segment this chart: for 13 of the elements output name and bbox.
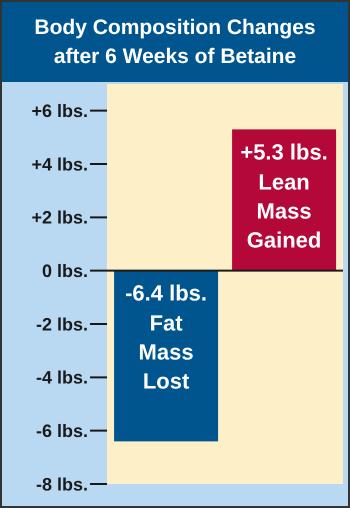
y-tick-label: -8 lbs.: [36, 474, 88, 494]
y-tick-label: 0 lbs.: [42, 261, 88, 282]
y-tick-label: -6 lbs.: [36, 421, 88, 442]
y-tick-label: +6 lbs.: [31, 101, 88, 122]
data-label: +5.3 lbs.: [240, 139, 328, 164]
x-tick-label: Lean Mass Gained: [246, 169, 322, 252]
chart-title: Body Composition Changes after 6 Weeks of Betaine: [33, 15, 317, 70]
y-tick-label: -4 lbs.: [36, 368, 88, 388]
y-tick-label: +4 lbs.: [31, 154, 88, 174]
x-tick-label: Fat Mass Lost: [138, 310, 194, 394]
y-tick-label: -2 lbs.: [36, 314, 88, 334]
data-label: -6.4 lbs.: [125, 280, 208, 306]
y-tick-label: +2 lbs.: [31, 208, 88, 228]
